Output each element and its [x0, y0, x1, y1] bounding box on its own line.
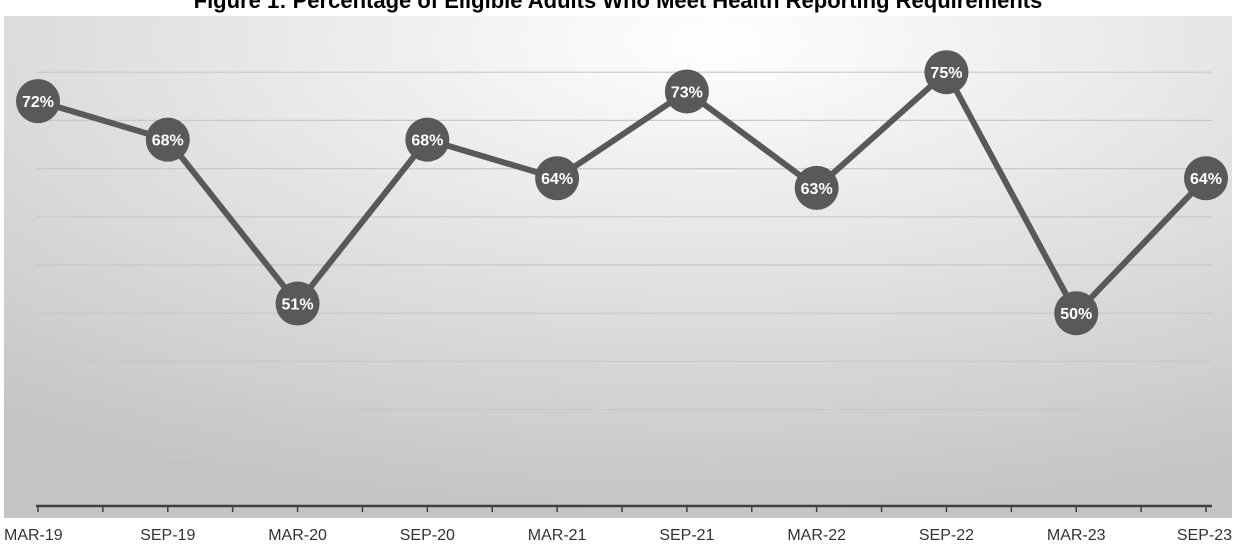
series-line: [35, 69, 1209, 317]
data-point-marker: [794, 165, 839, 210]
data-label: 64%: [1190, 171, 1222, 188]
data-label: 75%: [930, 65, 962, 82]
data-label: 51%: [282, 297, 314, 314]
data-label: 64%: [541, 171, 573, 188]
data-point-marker: [535, 156, 580, 201]
x-tick-label: MAR-19: [4, 527, 63, 544]
x-axis: MAR-19 SEP-19 MAR-20 SEP-20 MAR-21 SEP-21 MAR-…: [4, 504, 1232, 544]
data-label: 68%: [411, 133, 443, 150]
data-label: 72%: [22, 94, 54, 111]
data-label: 63%: [801, 181, 833, 198]
x-tick-label: MAR-23: [1047, 527, 1106, 544]
data-point-marker: [1184, 156, 1228, 201]
x-tick-label: SEP-22: [919, 527, 974, 544]
data-point-marker: [924, 50, 969, 95]
data-point-marker: [16, 79, 60, 124]
x-tick-label: MAR-20: [268, 527, 327, 544]
data-label: 50%: [1060, 306, 1092, 323]
x-tick-label: SEP-20: [400, 527, 455, 544]
plot-background: [4, 16, 1232, 518]
x-tick-label: SEP-21: [659, 527, 714, 544]
data-point-marker: [664, 69, 709, 114]
x-tick-label: SEP-19: [140, 527, 195, 544]
data-label: 73%: [671, 84, 703, 101]
chart-title: Figure 1: Percentage of Eligible Adults …: [193, 0, 1043, 13]
x-tick-label: MAR-21: [528, 527, 587, 544]
data-point-marker: [405, 117, 450, 162]
x-tick-label: SEP-23: [1177, 527, 1232, 544]
data-label: 68%: [152, 133, 184, 150]
x-tick-label: MAR-22: [787, 527, 846, 544]
data-point-marker: [275, 281, 320, 326]
data-point-marker: [145, 117, 190, 162]
data-point-marker: [1054, 291, 1099, 336]
series-1: 72% 68% 51% 68% 64% 73% 63% 75% 50% 64%: [16, 50, 1228, 336]
gridlines: [36, 71, 1212, 459]
